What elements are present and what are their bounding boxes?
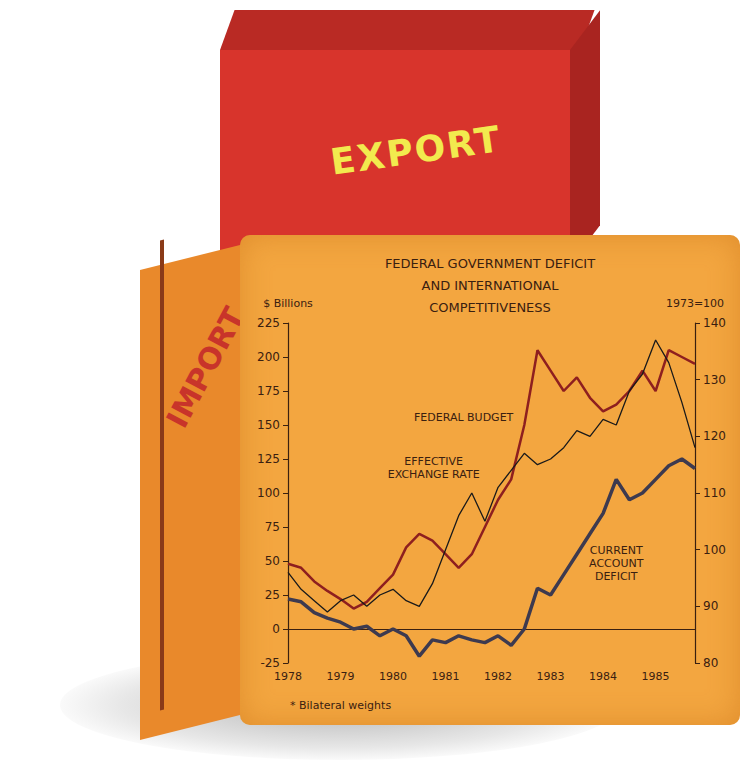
- svg-text:-25: -25: [260, 656, 280, 670]
- svg-text:FEDERAL BUDGET: FEDERAL BUDGET: [414, 411, 514, 424]
- svg-text:1985: 1985: [642, 670, 670, 683]
- svg-text:* Bilateral weights: * Bilateral weights: [290, 699, 391, 712]
- svg-text:EXCHANGE RATE: EXCHANGE RATE: [388, 468, 480, 481]
- svg-text:$ Billions: $ Billions: [263, 297, 313, 310]
- svg-text:120: 120: [703, 429, 726, 443]
- svg-text:110: 110: [703, 486, 726, 500]
- svg-text:50: 50: [265, 554, 280, 568]
- svg-text:100: 100: [257, 486, 280, 500]
- svg-text:1979: 1979: [327, 670, 355, 683]
- svg-text:EFFECTIVE: EFFECTIVE: [404, 455, 463, 468]
- svg-text:CURRENT: CURRENT: [590, 544, 643, 557]
- html-text:EXPORT: EXPORT: [328, 118, 504, 183]
- svg-text:1984: 1984: [589, 670, 617, 683]
- svg-text:1973=100: 1973=100: [666, 297, 724, 310]
- svg-text:1982: 1982: [484, 670, 512, 683]
- svg-text:175: 175: [257, 384, 280, 398]
- svg-text:1978: 1978: [274, 670, 302, 683]
- svg-text:225: 225: [257, 316, 280, 330]
- svg-text:1980: 1980: [379, 670, 407, 683]
- svg-text:AND INTERNATIONAL: AND INTERNATIONAL: [422, 278, 560, 293]
- svg-text:FEDERAL GOVERNMENT DEFICIT: FEDERAL GOVERNMENT DEFICIT: [385, 256, 595, 271]
- svg-text:75: 75: [265, 520, 280, 534]
- svg-text:ACCOUNT: ACCOUNT: [589, 557, 644, 570]
- svg-text:1983: 1983: [537, 670, 565, 683]
- svg-text:25: 25: [265, 588, 280, 602]
- svg-text:80: 80: [703, 656, 718, 670]
- html-text:IMPORT: IMPORT: [159, 301, 252, 434]
- svg-text:0: 0: [272, 622, 280, 636]
- svg-text:100: 100: [703, 543, 726, 557]
- svg-text:150: 150: [257, 418, 280, 432]
- svg-text:1981: 1981: [432, 670, 460, 683]
- svg-text:COMPETITIVENESS: COMPETITIVENESS: [429, 300, 551, 315]
- svg-text:200: 200: [257, 350, 280, 364]
- svg-text:140: 140: [703, 316, 726, 330]
- svg-text:130: 130: [703, 373, 726, 387]
- svg-text:125: 125: [257, 452, 280, 466]
- svg-text:90: 90: [703, 599, 718, 613]
- svg-text:DEFICIT: DEFICIT: [595, 570, 638, 583]
